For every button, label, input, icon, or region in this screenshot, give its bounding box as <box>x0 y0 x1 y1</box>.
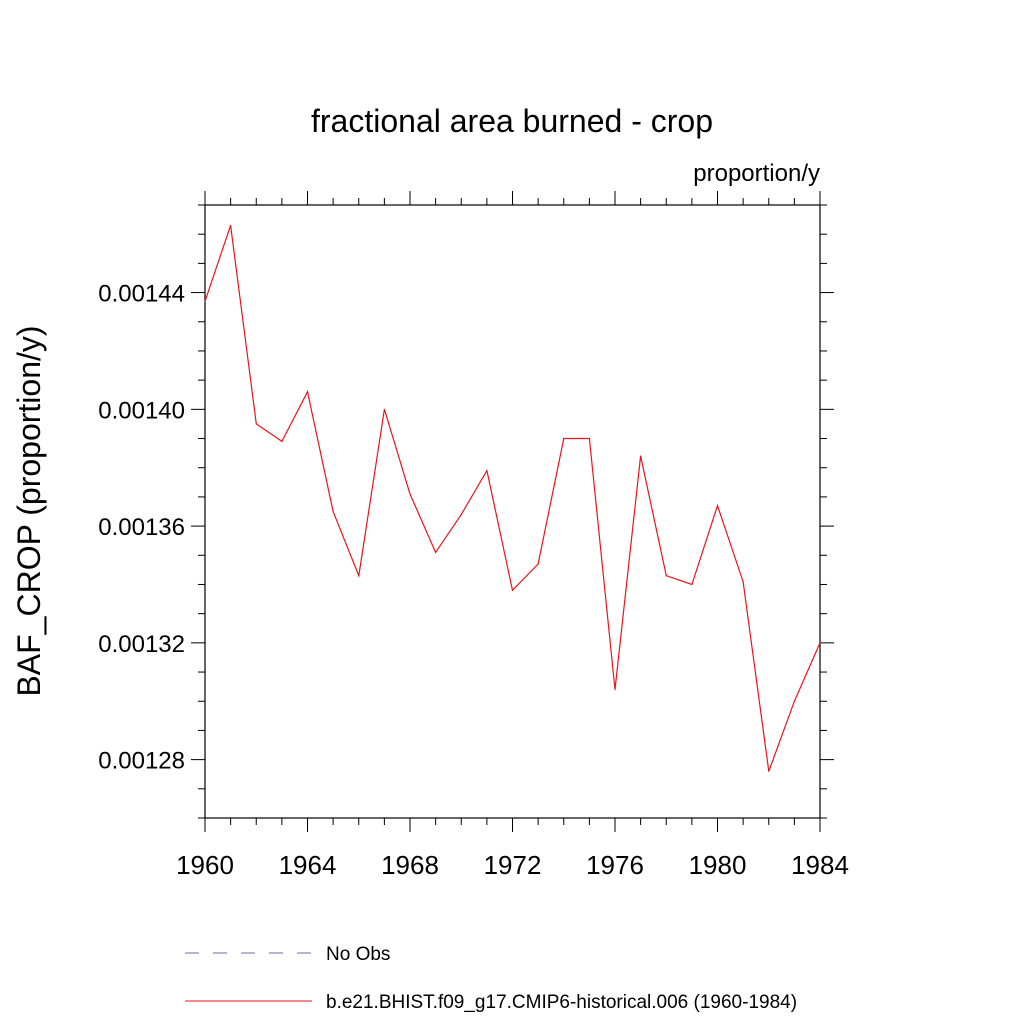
data-point <box>255 423 257 425</box>
data-point <box>306 391 309 393</box>
data-point <box>460 513 462 516</box>
plot-frame <box>204 204 821 819</box>
legend-label: No Obs <box>326 944 390 965</box>
chart-title: fractional area burned - crop <box>311 103 713 139</box>
data-point <box>614 688 616 691</box>
data-point <box>281 440 283 443</box>
x-tick-label: 1976 <box>586 850 644 880</box>
y-tick-label: 0.00136 <box>98 514 185 541</box>
y-tick-label: 0.00140 <box>98 397 185 424</box>
series-line <box>204 225 821 772</box>
y-axis-label: BAF_CROP (proportion/y) <box>11 325 47 696</box>
x-tick-label: 1980 <box>689 850 747 880</box>
y-tick-label: 0.00144 <box>98 281 185 308</box>
legend-label: b.e21.BHIST.f09_g17.CMIP6-historical.006… <box>326 992 797 1013</box>
data-point <box>819 642 821 644</box>
x-tick-label: 1984 <box>791 850 849 880</box>
data-point <box>563 437 565 440</box>
data-point <box>204 300 206 302</box>
data-point <box>383 408 385 410</box>
data-point <box>691 583 693 586</box>
data-point <box>332 510 334 513</box>
data-point <box>358 575 360 577</box>
data-point <box>511 589 514 591</box>
x-tick-label: 1960 <box>176 850 234 880</box>
data-point <box>768 770 770 772</box>
units-label: proportion/y <box>693 160 820 187</box>
y-tick-label: 0.00132 <box>98 631 185 658</box>
data-point <box>230 224 232 227</box>
x-tick-label: 1972 <box>484 850 542 880</box>
data-point <box>716 505 719 507</box>
data-point <box>793 700 795 702</box>
data-point <box>409 493 411 495</box>
data-point <box>435 551 437 553</box>
data-point <box>486 470 488 472</box>
x-tick-label: 1964 <box>279 850 337 880</box>
y-tick-label: 0.00128 <box>98 748 185 775</box>
data-point <box>588 437 590 440</box>
x-tick-label: 1968 <box>381 850 439 880</box>
data-point <box>640 455 642 457</box>
data-point <box>537 563 539 565</box>
data-point <box>665 575 667 577</box>
data-point <box>742 580 744 583</box>
